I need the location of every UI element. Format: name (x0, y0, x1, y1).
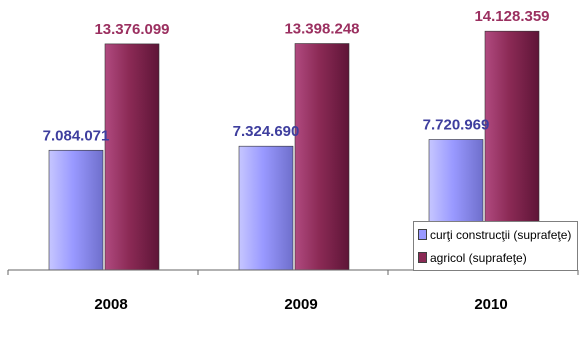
legend-swatch-curti-constructii (418, 229, 427, 240)
category-label-2010: 2010 (474, 296, 507, 313)
legend-label: curţi construcţii (suprafeţe) (430, 228, 572, 242)
data-label-curti-constructii-2008: 7.084.071 (43, 127, 110, 144)
legend-item-curti-constructii: curţi construcţii (suprafeţe) (418, 227, 571, 243)
bar-agricol-2008 (104, 43, 160, 271)
legend-item-agricol: agricol (suprafeţe) (418, 250, 527, 266)
bar-curti-constructii-2008 (48, 149, 104, 271)
data-label-agricol-2008: 13.376.099 (94, 21, 169, 38)
data-label-agricol-2009: 13.398.248 (284, 21, 359, 38)
data-label-agricol-2010: 14.128.359 (474, 8, 549, 25)
chart-legend: curţi construcţii (suprafeţe) agricol (s… (413, 221, 578, 271)
bar-agricol-2009 (294, 43, 350, 271)
legend-swatch-agricol (418, 252, 427, 263)
bar-curti-constructii-2009 (238, 145, 294, 271)
category-label-2008: 2008 (94, 296, 127, 313)
data-label-curti-constructii-2009: 7.324.690 (233, 123, 300, 140)
data-label-curti-constructii-2010: 7.720.969 (423, 116, 490, 133)
category-label-2009: 2009 (284, 296, 317, 313)
legend-label: agricol (suprafeţe) (430, 251, 527, 265)
